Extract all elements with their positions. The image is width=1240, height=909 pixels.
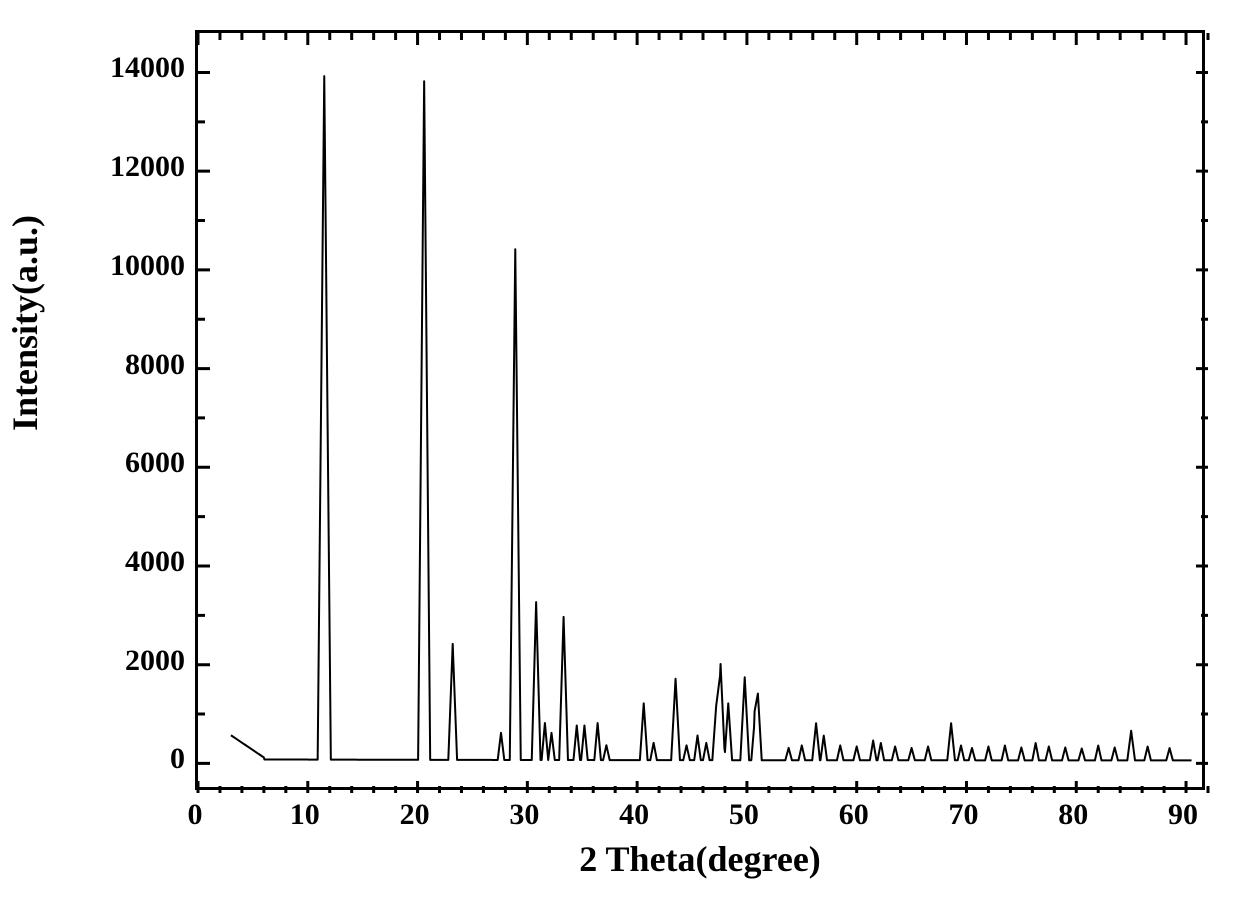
- y-tick-label: 10000: [45, 249, 185, 283]
- x-tick-label: 0: [155, 798, 235, 832]
- x-tick-label: 50: [704, 798, 784, 832]
- x-axis-label: 2 Theta(degree): [520, 838, 880, 880]
- y-tick-label: 4000: [45, 545, 185, 579]
- x-tick-label: 60: [814, 798, 894, 832]
- x-tick-label: 10: [265, 798, 345, 832]
- xrd-chart: Intensity(a.u.) 2 Theta(degree) 0 10 20 30 4…: [0, 0, 1240, 909]
- x-tick-label: 80: [1033, 798, 1113, 832]
- y-tick-label: 8000: [45, 348, 185, 382]
- plot-area: [195, 30, 1205, 790]
- y-tick-label: 6000: [45, 446, 185, 480]
- x-tick-label: 40: [594, 798, 674, 832]
- x-tick-label: 90: [1143, 798, 1223, 832]
- y-axis-label: Intensity(a.u.): [4, 391, 46, 431]
- y-tick-label: 0: [45, 742, 185, 776]
- x-tick-label: 30: [484, 798, 564, 832]
- y-tick-label: 2000: [45, 644, 185, 678]
- x-tick-label: 70: [923, 798, 1003, 832]
- y-tick-label: 14000: [45, 51, 185, 85]
- xrd-line: [198, 33, 1208, 793]
- x-tick-label: 20: [375, 798, 455, 832]
- y-tick-label: 12000: [45, 150, 185, 184]
